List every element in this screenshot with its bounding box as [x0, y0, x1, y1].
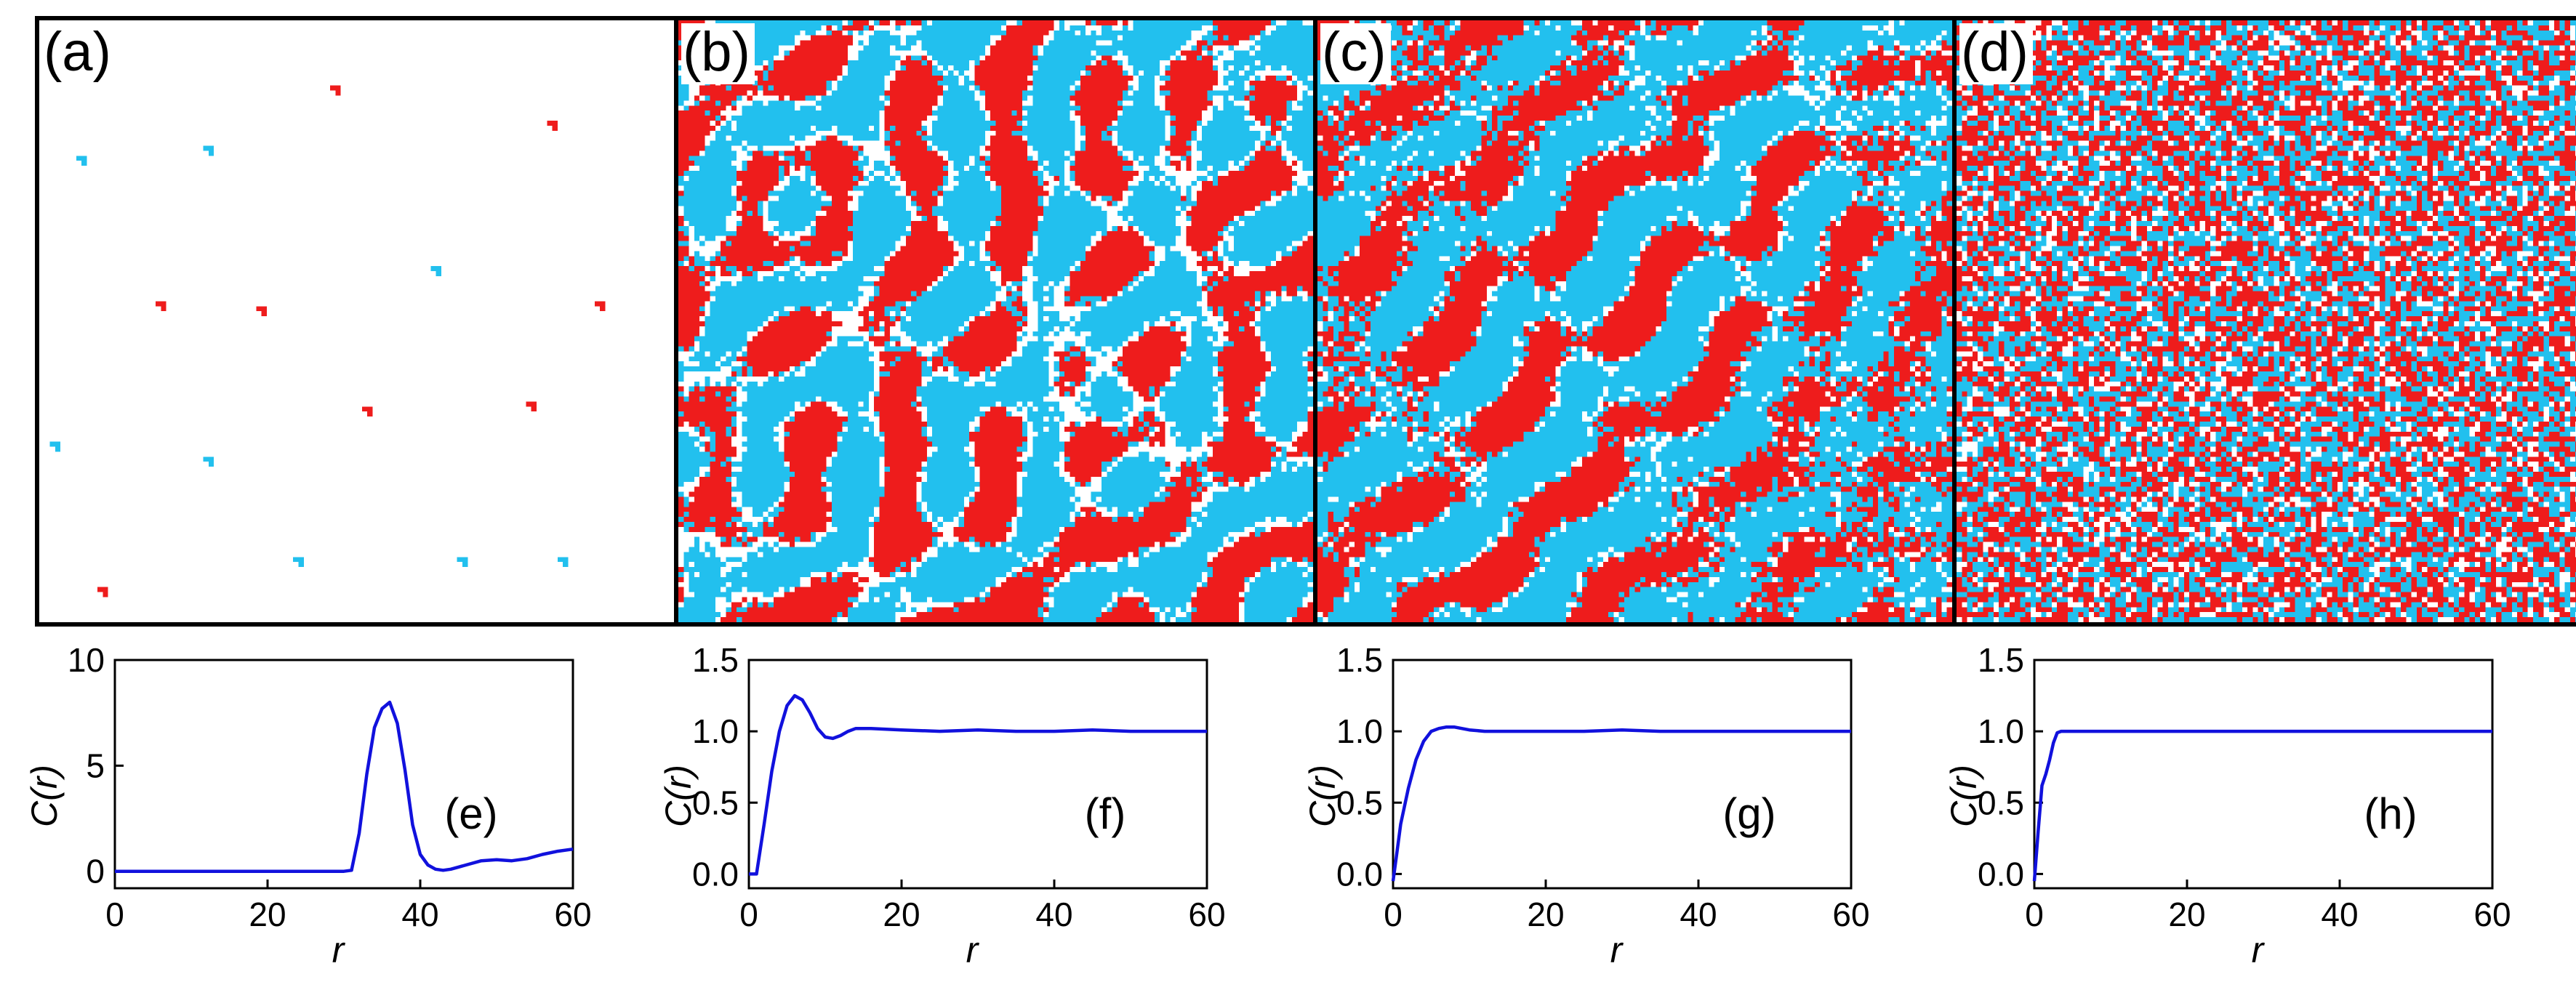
panel-label-d: (d) — [1959, 23, 2033, 84]
y-tick-label: 1.0 — [1336, 712, 1383, 750]
y-axis-label: C(r) — [658, 765, 699, 827]
plot-frame — [747, 659, 1208, 890]
x-tick-label: 40 — [1680, 896, 1717, 933]
x-tick-label: 60 — [1188, 896, 1225, 933]
correlation-curve — [115, 700, 574, 873]
y-tick-label: 0.5 — [1978, 784, 2024, 821]
y-tick-label: 1.0 — [1978, 712, 2024, 750]
lattice-canvas-c — [1317, 20, 1952, 622]
x-tick-label: 20 — [2168, 896, 2205, 933]
x-tick-label: 60 — [1832, 896, 1869, 933]
x-tick-label: 40 — [2321, 896, 2358, 933]
panel-label-b: (b) — [681, 23, 755, 84]
lattice-canvas-b — [678, 20, 1313, 622]
x-tick-label: 0 — [105, 896, 124, 933]
plot-frame — [1392, 659, 1853, 890]
x-tick-label: 0 — [1384, 896, 1403, 933]
y-axis-label: C(r) — [24, 765, 65, 827]
correlation-curve — [2032, 729, 2492, 882]
y-tick-label: 0.0 — [1336, 855, 1383, 893]
y-axis-label: C(r) — [1302, 765, 1343, 827]
x-tick-label: 40 — [401, 896, 438, 933]
correlation-curve — [749, 693, 1207, 876]
x-axis-label: r — [1610, 930, 1624, 970]
x-tick-label: 60 — [2473, 896, 2511, 933]
lattice-canvas-a — [39, 20, 674, 622]
plot-frame — [113, 659, 574, 890]
panel-label-a: (a) — [42, 23, 116, 84]
x-tick-label: 40 — [1035, 896, 1072, 933]
x-tick-label: 20 — [883, 896, 920, 933]
y-tick-label: 1.5 — [692, 641, 739, 679]
lattice-panel-b: (b) — [674, 16, 1317, 627]
x-axis-label: r — [332, 930, 346, 970]
y-tick-label: 1.0 — [692, 712, 739, 750]
x-tick-label: 20 — [1527, 896, 1564, 933]
x-tick-label: 60 — [554, 896, 591, 933]
x-tick-label: 20 — [249, 896, 286, 933]
plot-label: (h) — [2364, 789, 2417, 838]
x-axis-label: r — [2252, 930, 2266, 970]
y-tick-label: 0.5 — [1336, 784, 1383, 821]
y-axis-label: C(r) — [1943, 765, 1984, 827]
correlation-plot-h: 0 20 40 60 0.0 0.5 1.0 1.5 r C(r) (h) — [1943, 641, 2511, 970]
lattice-panel-a: (a) — [35, 16, 678, 627]
correlation-plot-e: 0 20 40 60 0 5 10 r C(r) (e) — [24, 641, 592, 970]
y-tick-label: 0.0 — [1978, 855, 2024, 893]
plot-label: (f) — [1085, 789, 1126, 838]
lattice-panel-d: (d) — [1952, 16, 2576, 627]
x-tick-label: 0 — [739, 896, 758, 933]
y-tick-label: 0 — [86, 853, 105, 890]
y-tick-label: 10 — [68, 641, 105, 679]
plot-label: (g) — [1722, 789, 1775, 838]
plot-label: (e) — [444, 789, 497, 838]
correlation-curve — [1391, 725, 1851, 882]
lattice-panel-c: (c) — [1313, 16, 1957, 627]
correlation-plot-f: 0 20 40 60 0.0 0.5 1.0 1.5 r C(r) (f) — [658, 641, 1226, 970]
correlation-plot-g: 0 20 40 60 0.0 0.5 1.0 1.5 r C(r) (g) — [1302, 641, 1870, 970]
x-tick-label: 0 — [2025, 896, 2044, 933]
y-tick-label: 5 — [86, 746, 105, 784]
y-tick-label: 0.0 — [692, 855, 739, 893]
x-axis-label: r — [966, 930, 980, 970]
y-tick-label: 1.5 — [1978, 641, 2024, 679]
panel-label-c: (c) — [1320, 23, 1391, 84]
plot-frame — [2033, 659, 2494, 890]
y-tick-label: 0.5 — [692, 784, 739, 821]
y-tick-label: 1.5 — [1336, 641, 1383, 679]
lattice-canvas-d — [1957, 20, 2576, 622]
